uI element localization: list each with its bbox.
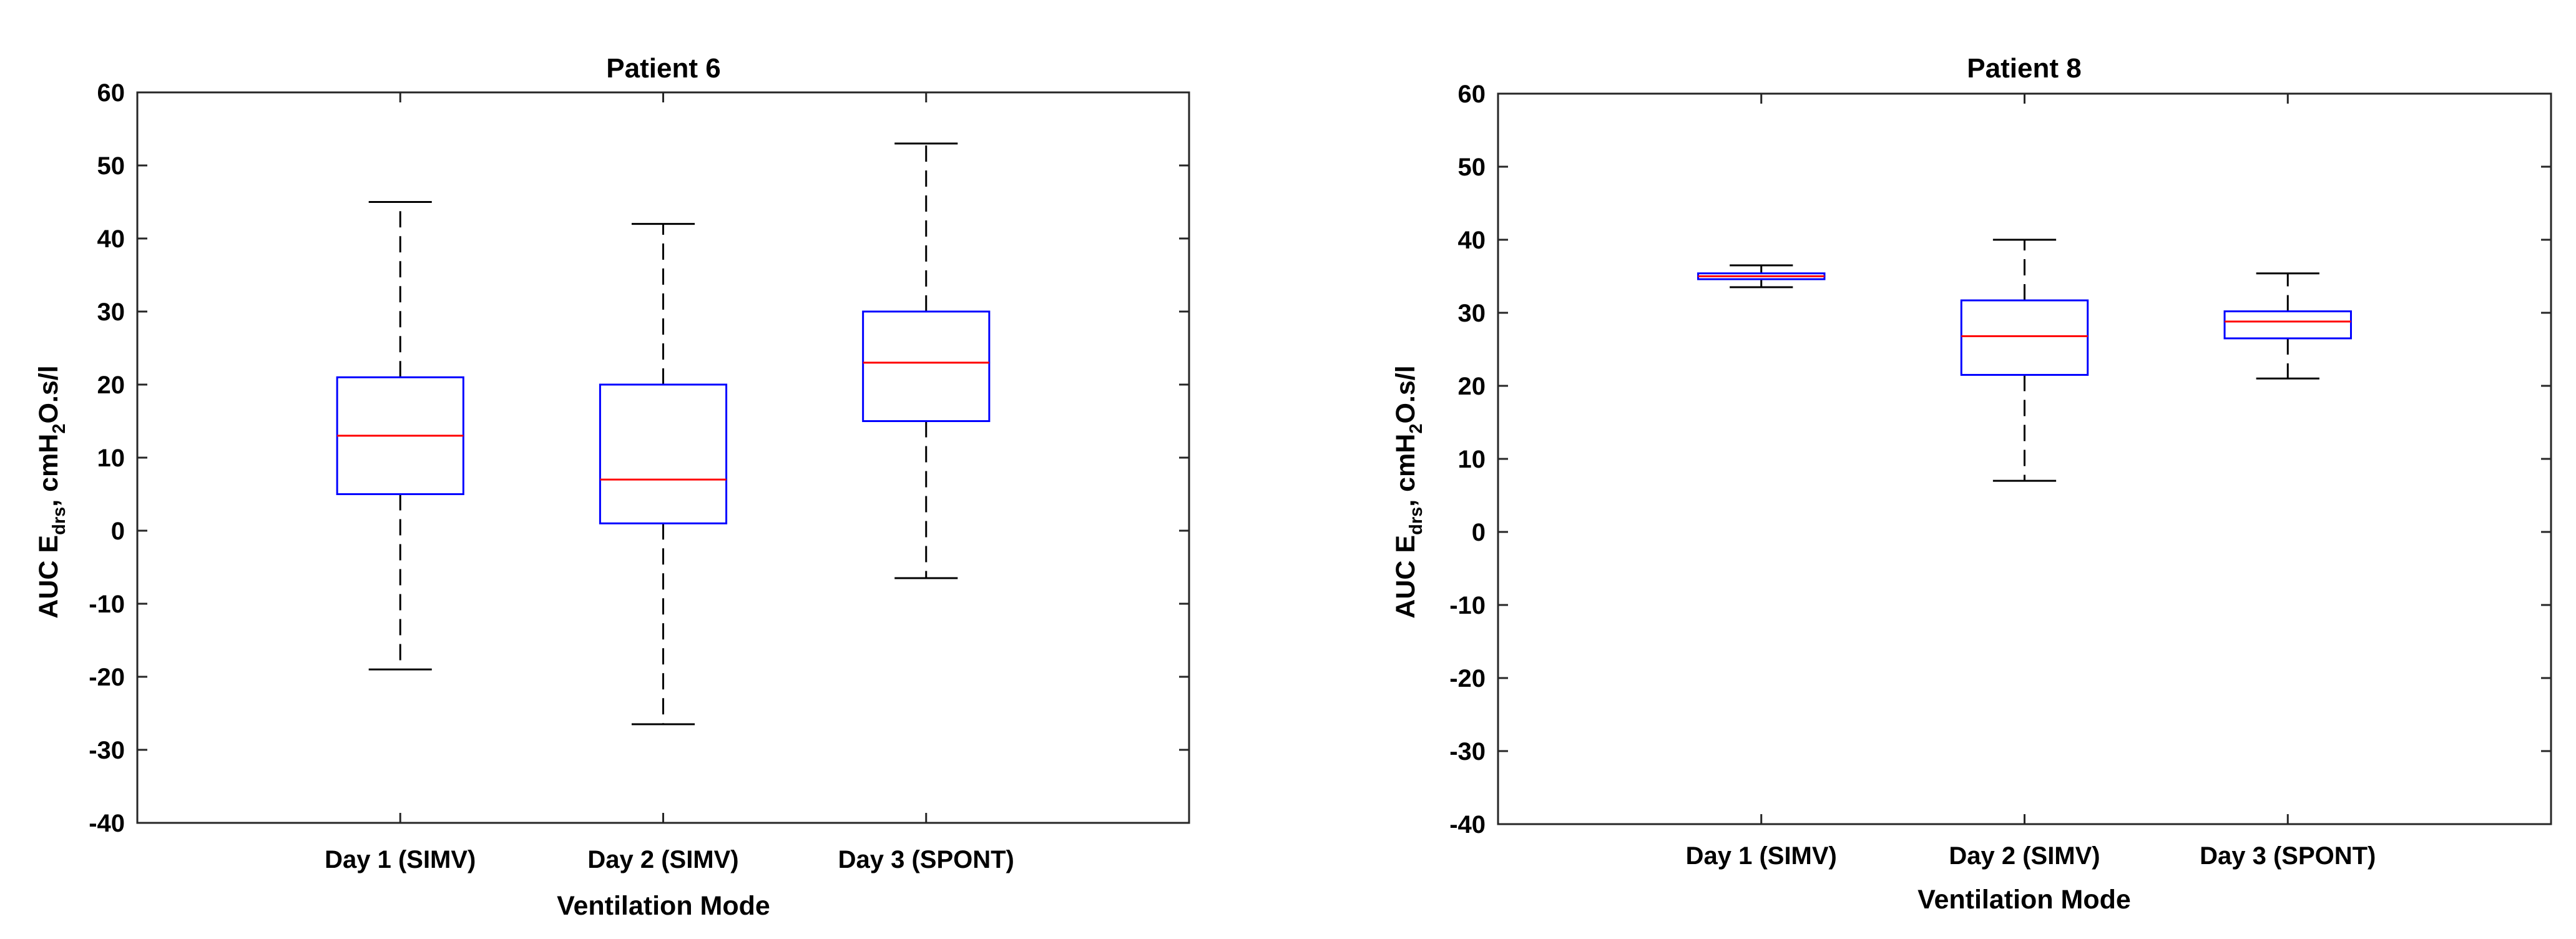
x-tick-label: Day 3 (SPONT) — [838, 846, 1014, 873]
box-3 — [2223, 272, 2352, 380]
y-axis-label-middle: , cmH — [1391, 434, 1421, 507]
box-3 — [862, 142, 991, 579]
y-tick-label: -30 — [1449, 738, 1486, 765]
chart-title: Patient 8 — [1967, 53, 2081, 84]
y-tick-label: 40 — [97, 225, 125, 253]
y-tick-label: -20 — [89, 664, 125, 691]
y-axis-label: AUC Edrs, cmH2O.s/l — [1391, 365, 1426, 618]
y-axis-label: AUC Edrs, cmH2O.s/l — [34, 365, 69, 618]
y-tick-label: 30 — [97, 298, 125, 326]
y-axis-label-subscript-2: 2 — [1406, 424, 1426, 434]
y-tick-label: 0 — [1472, 519, 1486, 546]
y-tick-label: 30 — [1458, 300, 1486, 327]
y-tick-label: 10 — [1458, 446, 1486, 473]
y-axis-label-subscript: drs — [1406, 507, 1426, 535]
box-2 — [599, 223, 728, 725]
y-axis-label-subscript-2: 2 — [49, 424, 69, 434]
y-tick-label: 20 — [97, 371, 125, 399]
y-tick-label: -20 — [1449, 665, 1486, 692]
x-axis-label: Ventilation Mode — [1917, 885, 2131, 915]
y-tick-label: 50 — [97, 152, 125, 180]
x-tick-label: Day 2 (SIMV) — [587, 846, 738, 873]
y-axis-label-suffix: O.s/l — [1391, 365, 1421, 423]
x-tick-label: Day 1 (SIMV) — [1686, 842, 1837, 870]
box-2 — [1960, 238, 2089, 482]
y-tick-label: 60 — [97, 79, 125, 107]
y-tick-label: 50 — [1458, 154, 1486, 181]
y-axis-label-subscript: drs — [49, 507, 69, 535]
y-axis-label-suffix: O.s/l — [34, 365, 64, 423]
chart-patient-8: Patient 8 Ventilation Mode AUC Edrs, cmH… — [1391, 53, 2552, 915]
iqr-box — [1960, 299, 2089, 376]
chart-patient-6: Patient 6 Ventilation Mode AUC Edrs, cmH… — [34, 53, 1190, 921]
iqr-box — [862, 310, 991, 422]
y-tick-label: -40 — [1449, 811, 1486, 838]
y-tick-label: 40 — [1458, 227, 1486, 254]
y-tick-label: 20 — [1458, 373, 1486, 400]
y-axis-label-middle: , cmH — [34, 434, 64, 507]
iqr-box — [599, 383, 728, 524]
x-tick-label: Day 3 (SPONT) — [2200, 842, 2376, 870]
y-tick-label: -10 — [89, 591, 125, 618]
y-tick-label: 0 — [111, 518, 125, 545]
x-axis-label: Ventilation Mode — [557, 891, 770, 921]
y-tick-label: -10 — [1449, 592, 1486, 619]
box-1 — [336, 201, 464, 671]
y-tick-label: 60 — [1458, 81, 1486, 108]
box-1 — [1697, 264, 1826, 288]
iqr-box — [2223, 310, 2352, 340]
y-axis-label-prefix: AUC E — [1391, 535, 1421, 619]
y-tick-label: -30 — [89, 737, 125, 764]
y-tick-label: 10 — [97, 445, 125, 472]
x-tick-label: Day 1 (SIMV) — [325, 846, 476, 873]
y-axis-label-prefix: AUC E — [34, 535, 64, 619]
x-tick-label: Day 2 (SIMV) — [1949, 842, 2100, 870]
y-tick-label: -40 — [89, 810, 125, 837]
chart-title: Patient 6 — [606, 53, 720, 84]
